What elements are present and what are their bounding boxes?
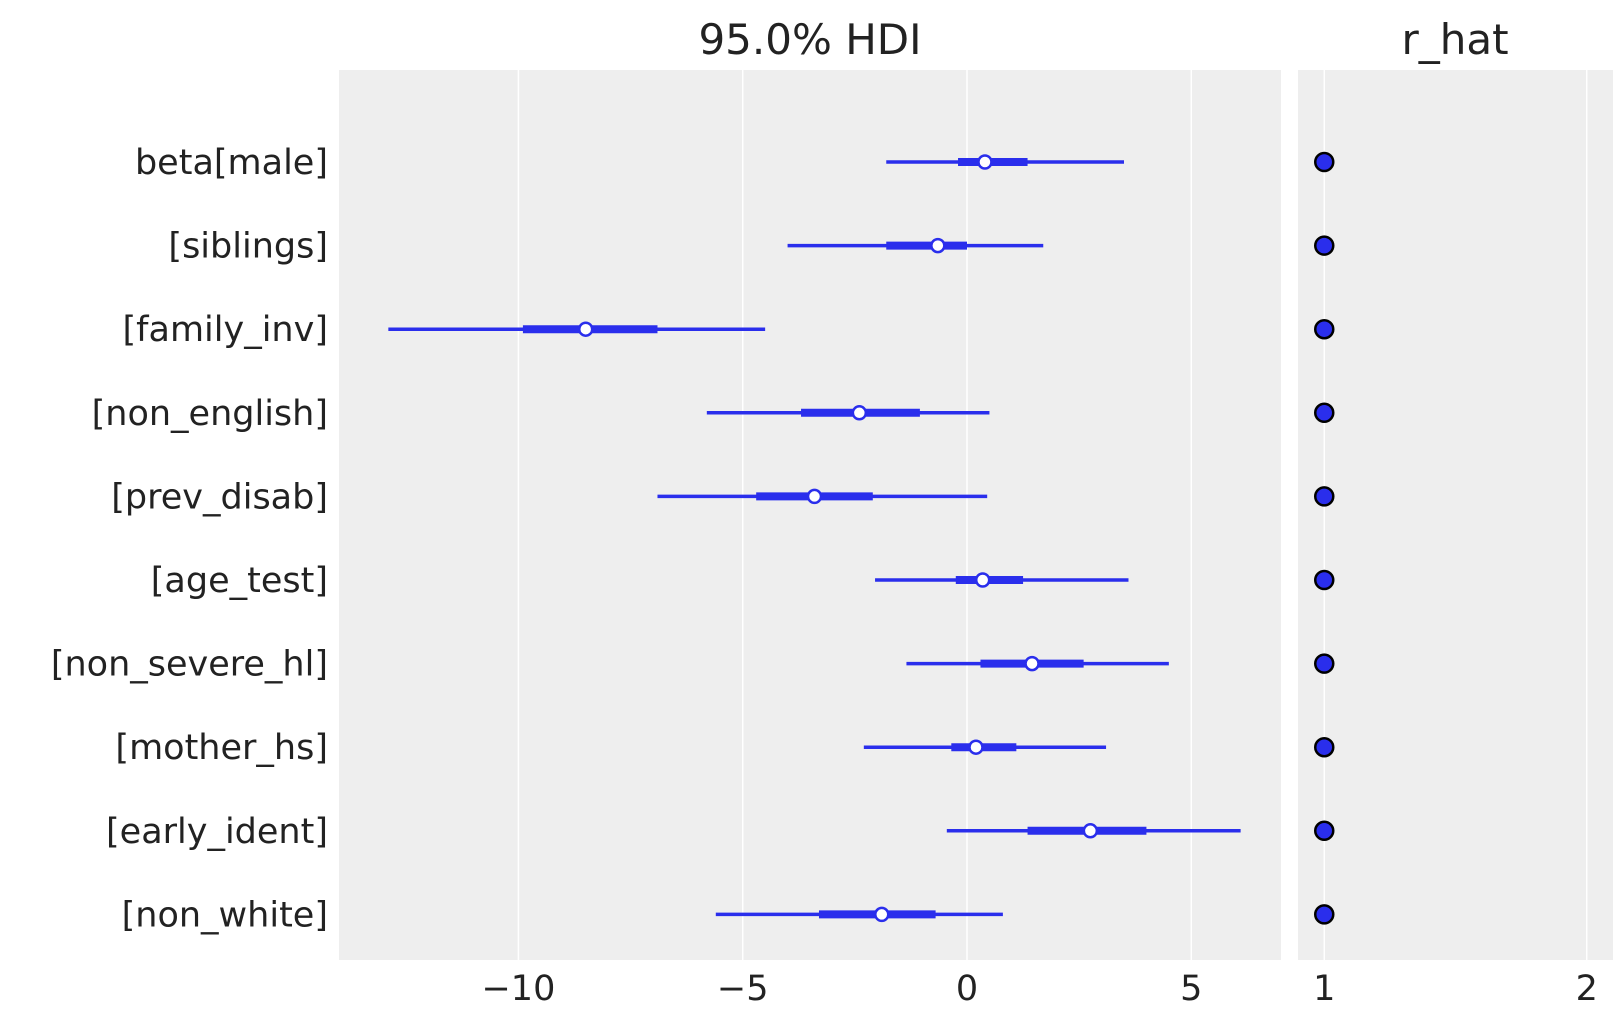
hdi-gridlines [517, 70, 1193, 960]
median-point [968, 739, 984, 755]
parameter-label: [non_english] [92, 394, 328, 434]
rhat-point [1314, 736, 1335, 758]
hdi-panel-title: 95.0% HDI [698, 15, 921, 64]
median-point [974, 572, 991, 588]
rhat-panel-background [1298, 70, 1613, 960]
median-point [1082, 823, 1099, 839]
rhat-point [1314, 402, 1335, 424]
parameter-label: [early_ident] [106, 812, 328, 852]
rhat-point [1314, 569, 1335, 591]
hdi-panel-background [339, 70, 1281, 960]
median-point [1024, 655, 1040, 672]
median-point [577, 321, 594, 337]
hdi-panel: 95.0% HDI −10 −5 0 5 [339, 15, 1281, 1009]
rhat-panel-title: r_hat [1401, 15, 1508, 64]
rhat-point [1314, 820, 1335, 842]
median-point [806, 488, 823, 505]
parameter-label: [non_white] [122, 895, 328, 935]
hdi-x-tick-label: −10 [481, 969, 555, 1009]
parameter-label: beta[male] [135, 143, 328, 183]
rhat-point [1314, 653, 1335, 674]
parameter-labels: beta[male] [siblings] [family_inv] [non_eng… [51, 143, 328, 935]
median-point [874, 906, 890, 923]
rhat-point [1314, 486, 1335, 507]
hdi-x-tick-label: 5 [1180, 969, 1202, 1009]
parameter-label: [non_severe_hl] [51, 645, 328, 685]
parameter-label: [age_test] [151, 561, 328, 601]
rhat-gridlines [1323, 70, 1588, 960]
rhat-point [1314, 151, 1335, 173]
rhat-x-tick-label: 1 [1313, 969, 1335, 1009]
hdi-x-tick-label: 0 [956, 969, 978, 1009]
median-point [851, 405, 868, 421]
rhat-point [1314, 318, 1335, 340]
median-point [930, 237, 946, 254]
parameter-label: [family_inv] [123, 310, 328, 350]
rhat-point [1314, 235, 1335, 256]
median-point [977, 154, 993, 170]
rhat-point [1314, 904, 1335, 925]
hdi-x-ticks: −10 −5 0 5 [481, 969, 1202, 1009]
parameter-label: [siblings] [168, 227, 328, 267]
rhat-x-tick-label: 2 [1576, 969, 1598, 1009]
rhat-points [1314, 151, 1335, 925]
parameter-label: [mother_hs] [115, 728, 328, 768]
hdi-x-tick-label: −5 [717, 969, 769, 1009]
hdi-intervals [388, 154, 1241, 923]
parameter-label: [prev_disab] [111, 477, 328, 517]
